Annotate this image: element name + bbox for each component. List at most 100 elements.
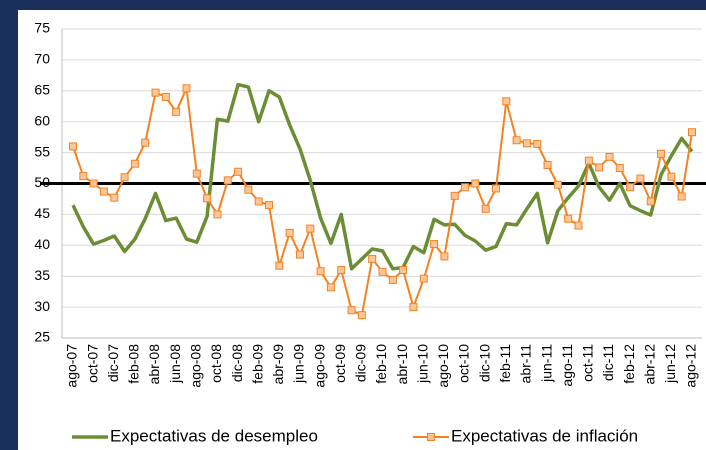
point-marker <box>522 139 531 148</box>
point-marker <box>605 152 614 161</box>
point-marker <box>450 191 459 200</box>
y-tick-label: 65 <box>34 82 50 98</box>
point-marker <box>368 254 377 263</box>
x-tick-label: feb-08 <box>126 344 142 384</box>
point-marker <box>502 97 511 106</box>
point-marker <box>378 267 387 276</box>
x-tick-label: jun-12 <box>662 344 678 384</box>
x-tick-label: oct-09 <box>332 344 348 383</box>
point-marker <box>316 267 325 276</box>
point-marker <box>306 224 315 233</box>
x-tick-label: abr-12 <box>641 344 657 385</box>
point-marker <box>595 163 604 172</box>
x-tick-label: feb-12 <box>621 344 637 384</box>
x-tick-label: ago-12 <box>683 344 699 388</box>
x-tick-label: jun-08 <box>167 344 183 384</box>
point-marker <box>99 187 108 196</box>
x-tick-label: oct-07 <box>84 344 100 383</box>
legend-label: Expectativas de desempleo <box>110 426 318 445</box>
point-marker <box>254 197 263 206</box>
y-tick-label: 75 <box>34 20 50 36</box>
x-tick-label: ago-07 <box>64 344 80 388</box>
point-marker <box>430 240 439 249</box>
y-tick-label: 70 <box>34 51 50 67</box>
x-tick-label: dic-11 <box>600 344 616 381</box>
y-tick-label: 35 <box>34 267 50 283</box>
x-tick-label: feb-11 <box>497 344 513 383</box>
point-marker <box>295 250 304 259</box>
point-marker <box>213 210 222 219</box>
x-tick-label: jun-09 <box>291 344 307 384</box>
x-tick-label: ago-11 <box>559 344 575 387</box>
point-marker <box>79 172 88 181</box>
point-marker <box>419 274 428 283</box>
x-tick-label: ago-08 <box>188 344 204 388</box>
x-tick-label: dic-09 <box>353 344 369 382</box>
x-tick-label: jun-10 <box>414 344 430 384</box>
point-marker <box>141 138 150 147</box>
x-tick-label: dic-10 <box>476 344 492 382</box>
point-marker <box>626 183 635 192</box>
point-marker <box>347 306 356 315</box>
point-marker <box>564 214 573 223</box>
point-marker <box>151 88 160 97</box>
x-tick-label: jun-11 <box>538 344 554 383</box>
x-tick-label: dic-08 <box>229 344 245 382</box>
point-marker <box>337 266 346 275</box>
point-marker <box>89 179 98 188</box>
point-marker <box>553 180 562 189</box>
point-marker <box>285 228 294 237</box>
point-marker <box>481 204 490 213</box>
point-marker <box>646 197 655 206</box>
point-marker <box>677 192 686 201</box>
point-marker <box>192 169 201 178</box>
x-tick-label: feb-10 <box>373 344 389 384</box>
point-marker <box>461 183 470 192</box>
x-tick-label: feb-09 <box>249 344 265 384</box>
point-marker <box>234 167 243 176</box>
point-marker <box>512 136 521 145</box>
x-tick-label: ago-09 <box>311 344 327 388</box>
y-tick-label: 45 <box>34 205 50 221</box>
point-marker <box>491 184 500 193</box>
x-tick-label: dic-07 <box>105 344 121 382</box>
point-marker <box>120 173 129 182</box>
point-marker <box>636 174 645 183</box>
y-tick-label: 40 <box>34 236 50 252</box>
point-marker <box>182 84 191 93</box>
x-tick-label: abr-10 <box>394 344 410 385</box>
point-marker <box>574 221 583 230</box>
legend-marker <box>427 433 435 441</box>
point-marker <box>265 201 274 210</box>
point-marker <box>244 185 253 194</box>
point-marker <box>161 92 170 101</box>
point-marker <box>471 179 480 188</box>
x-tick-label: oct-11 <box>580 344 596 382</box>
point-marker <box>543 160 552 169</box>
point-marker <box>615 164 624 173</box>
point-marker <box>409 303 418 312</box>
point-marker <box>688 128 696 137</box>
point-marker <box>130 159 139 168</box>
x-tick-label: ago-10 <box>435 344 451 388</box>
panel <box>18 10 706 450</box>
point-marker <box>203 194 212 203</box>
point-marker <box>399 266 408 275</box>
y-tick-label: 60 <box>34 112 50 128</box>
point-marker <box>667 172 676 181</box>
y-tick-label: 55 <box>34 143 50 159</box>
legend-label: Expectativas de inflación <box>451 426 638 445</box>
point-marker <box>440 252 449 261</box>
point-marker <box>110 193 119 202</box>
x-tick-label: oct-08 <box>208 344 224 383</box>
x-tick-label: abr-11 <box>518 344 534 384</box>
x-tick-label: abr-08 <box>146 344 162 385</box>
y-tick-label: 30 <box>34 298 50 314</box>
point-marker <box>69 142 77 151</box>
point-marker <box>657 149 666 158</box>
y-tick-label: 25 <box>34 329 50 345</box>
point-marker <box>172 107 181 116</box>
point-marker <box>326 283 335 292</box>
point-marker <box>275 261 284 270</box>
